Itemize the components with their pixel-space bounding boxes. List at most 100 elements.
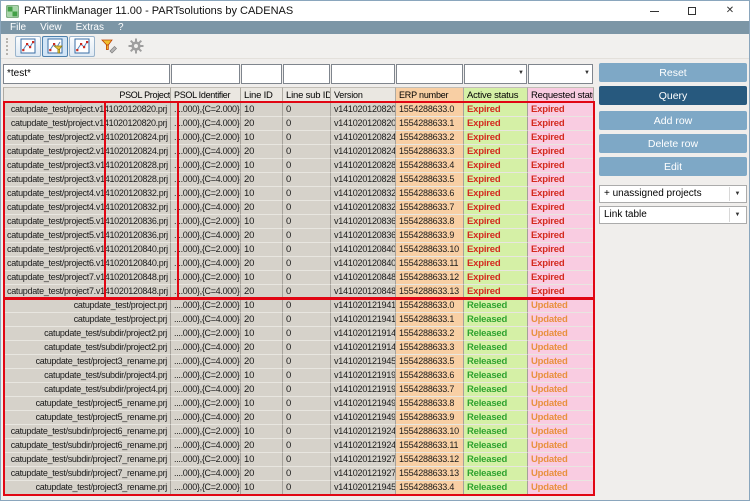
cell-line-id[interactable]: 10 <box>241 271 283 285</box>
menu-help[interactable]: ? <box>117 22 124 33</box>
cell-erp-number[interactable]: 1554288633.9 <box>396 411 464 425</box>
table-row[interactable]: catupdate_test/project6.v141020120840.pr… <box>3 243 594 257</box>
cell-erp-number[interactable]: 1554288633.1 <box>396 117 464 131</box>
cell-active-status[interactable]: Released <box>464 453 528 467</box>
column-header-erp-number[interactable]: ERP number <box>396 87 464 103</box>
cell-line-sub-id[interactable]: 0 <box>283 467 331 481</box>
cell-version[interactable]: v141020121919 <box>331 369 396 383</box>
cell-erp-number[interactable]: 1554288633.1 <box>396 313 464 327</box>
cell-active-status[interactable]: Expired <box>464 285 528 299</box>
column-header-active-status[interactable]: Active status <box>464 87 528 103</box>
cell-psol-project[interactable]: catupdate_test/project3_rename.prj <box>3 355 171 369</box>
cell-erp-number[interactable]: 1554288633.11 <box>396 257 464 271</box>
cell-erp-number[interactable]: 1554288633.7 <box>396 383 464 397</box>
column-header-requested-status[interactable]: Requested status <box>528 87 594 103</box>
cell-requested-status[interactable]: Updated <box>528 411 594 425</box>
cell-requested-status[interactable]: Expired <box>528 257 594 271</box>
cell-line-sub-id[interactable]: 0 <box>283 159 331 173</box>
settings-button[interactable] <box>123 36 149 57</box>
cell-erp-number[interactable]: 1554288633.10 <box>396 425 464 439</box>
cell-version[interactable]: v141020121941 <box>331 299 396 313</box>
cell-active-status[interactable]: Expired <box>464 257 528 271</box>
cell-psol-identifier[interactable]: ....000},{C=4.000} <box>171 383 241 397</box>
cell-psol-identifier[interactable]: ....000},{C=2.000} <box>171 425 241 439</box>
cell-active-status[interactable]: Released <box>464 425 528 439</box>
table-row[interactable]: catupdate_test/subdir/project6_rename.pr… <box>3 425 594 439</box>
cell-version[interactable]: v141020120848 <box>331 271 396 285</box>
link-table-filtered-button[interactable] <box>42 35 68 57</box>
cell-psol-project[interactable]: catupdate_test/subdir/project4.prj <box>3 369 171 383</box>
cell-psol-project[interactable]: catupdate_test/subdir/project6_rename.pr… <box>3 425 171 439</box>
cell-psol-identifier[interactable]: ....000},{C=4.000} <box>171 117 241 131</box>
cell-requested-status[interactable]: Expired <box>528 201 594 215</box>
cell-line-id[interactable]: 10 <box>241 187 283 201</box>
cell-line-id[interactable]: 10 <box>241 397 283 411</box>
cell-psol-project[interactable]: catupdate_test/project.v141020120820.prj <box>3 103 171 117</box>
cell-psol-identifier[interactable]: ....000},{C=2.000} <box>171 397 241 411</box>
cell-line-sub-id[interactable]: 0 <box>283 425 331 439</box>
cell-line-id[interactable]: 10 <box>241 159 283 173</box>
cell-requested-status[interactable]: Updated <box>528 313 594 327</box>
link-table-new-button[interactable] <box>69 35 95 57</box>
cell-erp-number[interactable]: 1554288633.10 <box>396 243 464 257</box>
cell-line-id[interactable]: 10 <box>241 425 283 439</box>
filter-line-sub-id-input[interactable] <box>283 63 330 84</box>
cell-psol-project[interactable]: catupdate_test/project.v141020120820.prj <box>3 117 171 131</box>
cell-line-id[interactable]: 20 <box>241 383 283 397</box>
table-row[interactable]: catupdate_test/subdir/project2.prj ....0… <box>3 341 594 355</box>
cell-active-status[interactable]: Released <box>464 439 528 453</box>
cell-erp-number[interactable]: 1554288633.4 <box>396 481 464 495</box>
cell-line-sub-id[interactable]: 0 <box>283 257 331 271</box>
cell-psol-project[interactable]: catupdate_test/project2.v141020120824.pr… <box>3 131 171 145</box>
cell-line-sub-id[interactable]: 0 <box>283 187 331 201</box>
cell-erp-number[interactable]: 1554288633.8 <box>396 215 464 229</box>
cell-psol-identifier[interactable]: ....000},{C=4.000} <box>171 439 241 453</box>
cell-psol-project[interactable]: catupdate_test/project5.v141020120836.pr… <box>3 215 171 229</box>
cell-erp-number[interactable]: 1554288633.3 <box>396 145 464 159</box>
cell-line-sub-id[interactable]: 0 <box>283 411 331 425</box>
cell-psol-identifier[interactable]: ....000},{C=2.000} <box>171 159 241 173</box>
cell-line-sub-id[interactable]: 0 <box>283 327 331 341</box>
cell-psol-project[interactable]: catupdate_test/project4.v141020120832.pr… <box>3 187 171 201</box>
cell-line-id[interactable]: 20 <box>241 229 283 243</box>
cell-psol-project[interactable]: catupdate_test/subdir/project7_rename.pr… <box>3 453 171 467</box>
table-row[interactable]: catupdate_test/subdir/project6_rename.pr… <box>3 439 594 453</box>
cell-active-status[interactable]: Released <box>464 383 528 397</box>
cell-line-id[interactable]: 10 <box>241 131 283 145</box>
edit-button[interactable]: Edit <box>599 157 747 176</box>
cell-line-id[interactable]: 10 <box>241 481 283 495</box>
cell-line-sub-id[interactable]: 0 <box>283 313 331 327</box>
add-row-button[interactable]: Add row <box>599 111 747 130</box>
cell-psol-identifier[interactable]: ....000},{C=4.000} <box>171 201 241 215</box>
cell-active-status[interactable]: Released <box>464 327 528 341</box>
cell-line-id[interactable]: 10 <box>241 369 283 383</box>
cell-line-id[interactable]: 20 <box>241 313 283 327</box>
cell-active-status[interactable]: Expired <box>464 131 528 145</box>
filter-erp-number-input[interactable] <box>396 63 463 84</box>
cell-psol-project[interactable]: catupdate_test/project.prj <box>3 299 171 313</box>
cell-psol-project[interactable]: catupdate_test/subdir/project4.prj <box>3 383 171 397</box>
cell-line-sub-id[interactable]: 0 <box>283 341 331 355</box>
toolbar-grip[interactable] <box>6 37 10 55</box>
cell-version[interactable]: v141020120828 <box>331 173 396 187</box>
cell-requested-status[interactable]: Updated <box>528 467 594 481</box>
cell-erp-number[interactable]: 1554288633.6 <box>396 187 464 201</box>
close-button[interactable]: ✕ <box>711 1 749 21</box>
cell-line-id[interactable]: 20 <box>241 173 283 187</box>
cell-line-id[interactable]: 10 <box>241 327 283 341</box>
cell-active-status[interactable]: Expired <box>464 187 528 201</box>
cell-line-id[interactable]: 20 <box>241 257 283 271</box>
cell-line-sub-id[interactable]: 0 <box>283 439 331 453</box>
cell-psol-project[interactable]: catupdate_test/project4.v141020120832.pr… <box>3 201 171 215</box>
cell-version[interactable]: v141020120828 <box>331 159 396 173</box>
cell-psol-identifier[interactable]: ....000},{C=4.000} <box>171 467 241 481</box>
table-row[interactable]: catupdate_test/subdir/project4.prj ....0… <box>3 369 594 383</box>
menu-file[interactable]: File <box>10 22 27 33</box>
table-row[interactable]: catupdate_test/project6.v141020120840.pr… <box>3 257 594 271</box>
cell-requested-status[interactable]: Expired <box>528 117 594 131</box>
cell-version[interactable]: v141020120824 <box>331 131 396 145</box>
cell-line-id[interactable]: 20 <box>241 411 283 425</box>
cell-version[interactable]: v141020121914 <box>331 341 396 355</box>
cell-active-status[interactable]: Released <box>464 481 528 495</box>
cell-version[interactable]: v141020121941 <box>331 313 396 327</box>
